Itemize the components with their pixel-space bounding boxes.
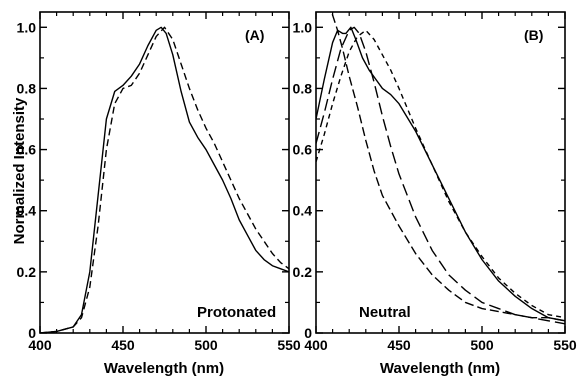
panel-b-label: (B) [524, 27, 543, 43]
panel-a-series-line-solid [40, 26, 289, 333]
y-axis-label: Normalized Intensity [11, 97, 28, 244]
panel-a-y-tick-label: 0.4 [17, 203, 37, 219]
panel-a-label: (A) [245, 27, 264, 43]
panel-b-series-line-long-dash [316, 26, 565, 325]
panel-b-x-tick-label: 450 [387, 337, 411, 353]
panel-b-y-tick-label: 0.6 [293, 142, 313, 158]
panel-b-x-tick-label: 500 [470, 337, 494, 353]
panel-a-x-tick-label: 450 [111, 337, 135, 353]
panel-b-y-tick-label: 0 [304, 325, 312, 341]
panel-b-x-tick-label: 400 [304, 337, 328, 353]
panel-a-series-group [40, 26, 289, 333]
panel-a-annotation: Protonated [197, 304, 276, 321]
panel-b-series-group [316, 12, 565, 325]
panel-a-frame [39, 11, 290, 334]
panel-a-x-tick-label: 550 [277, 337, 301, 353]
panel-b: 400 450 500 550 0 0.2 0.4 0.6 0.8 1.0 (B) Neutral… [293, 11, 577, 377]
panel-a-y-tick-label: 0 [28, 325, 36, 341]
panel-b-frame [315, 11, 566, 334]
panel-b-y-tick-label: 1.0 [293, 19, 313, 35]
panel-a-series-line-dashed [40, 26, 289, 333]
panel-a-x-tick-label: 400 [28, 337, 52, 353]
panel-b-series-line-solid [316, 26, 565, 322]
panel-a-x-axis-label: Wavelength (nm) [104, 360, 224, 377]
panel-a-y-tick-label: 0.8 [17, 80, 37, 96]
panel-b-series-line-short-dash [316, 29, 565, 319]
panel-b-x-axis-label: Wavelength (nm) [380, 360, 500, 377]
panel-a-y-tick-label: 1.0 [17, 19, 37, 35]
panel-b-y-tick-label: 0.2 [293, 264, 313, 280]
panel-b-series-line-dash [330, 12, 565, 322]
panel-b-marks: 400 450 500 550 0 0.2 0.4 0.6 0.8 1.0 [293, 12, 577, 353]
panel-a-y-tick-label: 0.2 [17, 264, 37, 280]
panel-b-x-tick-label: 550 [553, 337, 577, 353]
panel-b-y-tick-label: 0.8 [293, 80, 313, 96]
panel-a-y-tick-label: 0.6 [17, 142, 37, 158]
panel-b-y-tick-label: 0.4 [293, 203, 313, 219]
panel-a-x-tick-label: 500 [194, 337, 218, 353]
panel-a: 400 450 500 550 0 0.2 0.4 0.6 0.8 1.0 (A) Protona… [17, 11, 301, 377]
panel-a-marks: 400 450 500 550 0 0.2 0.4 0.6 0.8 1.0 [17, 12, 301, 353]
panel-b-annotation: Neutral [359, 304, 411, 321]
